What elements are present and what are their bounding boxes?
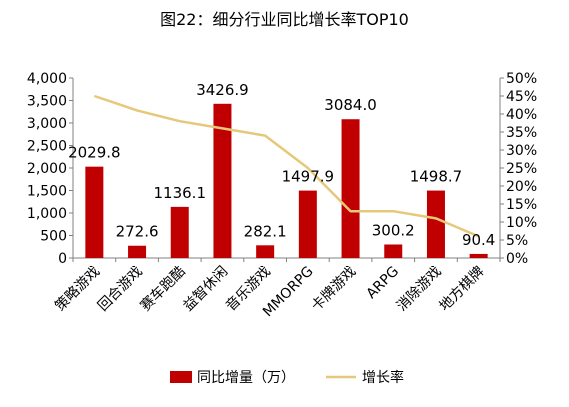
bar-data-label: 1498.7 xyxy=(410,168,463,186)
chart-title: 图22：细分行业同比增长率TOP10 xyxy=(160,10,409,29)
left-axis-tick-label: 2,500 xyxy=(27,139,67,155)
right-axis-tick-label: 25% xyxy=(506,161,537,177)
bar-5 xyxy=(256,245,275,258)
axes: 0 500 1,000 1,500 2,000 2,500 3,000 3,500 4,000 0… xyxy=(27,71,537,320)
left-axis-tick-label: 2,000 xyxy=(27,161,67,177)
x-axis-category-label: 回合游戏 xyxy=(95,264,146,315)
x-axis-category-label: 卡牌游戏 xyxy=(308,263,360,315)
right-axis-tick-label: 30% xyxy=(506,143,537,159)
bar-data-label: 282.1 xyxy=(244,222,287,240)
legend-bar-label: 同比增量（万） xyxy=(197,370,295,386)
left-axis-tick-label: 3,000 xyxy=(27,116,67,132)
bar-9 xyxy=(426,190,445,258)
right-axis-tick-label: 50% xyxy=(506,71,537,87)
bar-1 xyxy=(85,166,104,258)
right-axis-tick-label: 40% xyxy=(506,107,537,123)
left-axis-tick-label: 3,500 xyxy=(27,94,67,110)
right-axis-tick-label: 5% xyxy=(506,233,528,249)
left-axis-tick-label: 4,000 xyxy=(27,71,67,87)
x-axis-category-label: 消除游戏 xyxy=(394,264,445,315)
x-axis-category-label: 策略游戏 xyxy=(52,263,104,315)
legend: 同比增量（万） 增长率 xyxy=(170,369,404,386)
left-axis-tick-label: 1,500 xyxy=(27,184,67,200)
bar-series xyxy=(85,103,488,259)
bar-8 xyxy=(384,244,403,258)
bar-data-label: 1136.1 xyxy=(154,184,207,202)
bar-data-label: 272.6 xyxy=(116,223,159,241)
x-axis-category-label: 地方棋牌 xyxy=(436,263,488,315)
bar-data-label: 2029.8 xyxy=(68,144,121,162)
left-axis-tick-label: 1,000 xyxy=(27,206,67,222)
bar-data-label: 3426.9 xyxy=(196,81,249,99)
bar-data-label: 3084.0 xyxy=(324,96,377,114)
legend-line-label: 增长率 xyxy=(362,369,404,386)
bar-10 xyxy=(469,253,488,258)
right-axis-tick-label: 20% xyxy=(506,179,537,195)
line-series xyxy=(93,94,480,238)
bar-4 xyxy=(213,103,232,259)
bar-7 xyxy=(341,119,360,258)
right-axis-tick-label: 10% xyxy=(506,215,537,231)
left-axis-tick-label: 500 xyxy=(40,229,67,245)
bar-data-label: 300.2 xyxy=(372,221,415,239)
bar-6 xyxy=(298,190,317,258)
left-axis-tick-label: 0 xyxy=(58,251,67,267)
right-axis-tick-label: 15% xyxy=(506,197,537,213)
x-axis-category-label: 益智休闲 xyxy=(180,264,231,315)
growth-rate-line xyxy=(93,94,480,238)
data-labels: 2029.8 272.6 1136.1 3426.9 282.1 1497.9 3084.0… xyxy=(68,81,495,249)
bar-data-label: 90.4 xyxy=(462,231,495,249)
right-axis-tick-label: 35% xyxy=(506,125,537,141)
x-axis-category-label: 赛车跑酷 xyxy=(137,263,189,315)
bar-data-label: 1497.9 xyxy=(282,168,335,186)
legend-bar-swatch xyxy=(170,371,192,383)
right-axis-tick-label: 45% xyxy=(506,89,537,105)
x-axis-category-label: ARPG xyxy=(363,264,402,303)
right-axis-tick-label: 0% xyxy=(506,251,528,267)
bar-3 xyxy=(170,206,189,258)
bar-2 xyxy=(128,245,147,258)
